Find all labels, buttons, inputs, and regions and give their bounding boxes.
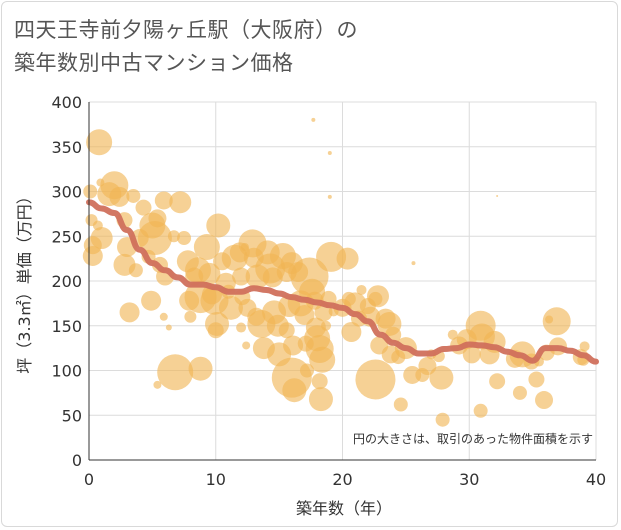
bubble-point <box>242 341 251 350</box>
bubble-point <box>278 322 295 339</box>
bubble-point <box>356 284 367 295</box>
bubble-point <box>109 186 130 207</box>
x-tick-label: 20 <box>332 470 352 489</box>
title-line-1: 四天王寺前夕陽ヶ丘駅（大阪府）の <box>14 18 358 42</box>
bubble-point <box>321 320 332 331</box>
bubble-point <box>154 191 173 210</box>
bubble-point <box>141 290 162 311</box>
bubble-point <box>489 373 506 390</box>
bubble-point <box>206 213 231 238</box>
bubble-point <box>126 188 141 203</box>
bubble-point <box>528 371 545 388</box>
bubble-point <box>403 365 422 384</box>
bubble-point <box>429 365 454 390</box>
bubble-point <box>177 231 192 246</box>
bubble-point <box>496 194 499 197</box>
bubble-point <box>327 194 332 199</box>
bubble-point <box>579 341 590 352</box>
y-tick-label: 0 <box>72 451 82 470</box>
y-axis-label: 坪（3.3㎡）単価（万円） <box>15 188 34 373</box>
bubble-point <box>137 221 172 256</box>
x-tick-label: 10 <box>206 470 226 489</box>
bubble-point <box>167 230 180 243</box>
x-axis-label: 築年数（年） <box>296 499 392 518</box>
bubble-point <box>207 322 224 339</box>
bubble-point <box>82 245 103 266</box>
bubble-point <box>282 378 307 403</box>
bubble-point <box>309 346 336 373</box>
bubble-point <box>355 359 396 400</box>
bubble-point <box>308 387 333 412</box>
bubble-point <box>86 129 113 156</box>
bubble-point <box>236 322 247 333</box>
bubble-point <box>193 233 220 260</box>
x-tick-label: 40 <box>586 470 606 489</box>
bubble-point <box>153 380 162 389</box>
size-note: 円の大きさは、取引のあった物件面積を示す <box>353 431 593 446</box>
bubble-point <box>119 302 140 323</box>
bubble-point <box>462 345 481 364</box>
x-tick-label: 0 <box>84 470 94 489</box>
bubble-point <box>128 263 143 278</box>
bubble-point <box>159 312 168 321</box>
bubble-point <box>188 356 213 381</box>
bubble-series <box>82 117 590 427</box>
bubble-point <box>148 209 167 228</box>
bubble-point <box>90 227 113 250</box>
bubble-point <box>198 262 221 285</box>
trend-line <box>86 199 599 365</box>
y-tick-label: 150 <box>51 317 82 336</box>
bubble-point <box>336 247 359 270</box>
y-tick-label: 250 <box>51 227 82 246</box>
tick-labels: 0 50 100 150 200 250 300 350 400 0 10 20 30 40 <box>51 93 606 489</box>
y-tick-label: 300 <box>51 183 82 202</box>
bubble-point <box>447 329 458 340</box>
y-tick-label: 50 <box>62 406 82 425</box>
bubble-point <box>393 397 408 412</box>
y-tick-label: 400 <box>51 93 82 112</box>
y-tick-label: 350 <box>51 138 82 157</box>
bubble-point <box>311 117 316 122</box>
bubble-point <box>366 285 389 308</box>
bubble-point <box>512 385 527 400</box>
y-tick-label: 100 <box>51 362 82 381</box>
bubble-point <box>341 322 362 343</box>
bubble-point <box>92 220 103 231</box>
bubble-point <box>232 267 251 286</box>
bubble-point <box>300 363 315 378</box>
grid-lines <box>89 101 597 460</box>
chart-title: 四天王寺前夕陽ヶ丘駅（大阪府）の 築年数別中古マンション価格 <box>14 14 574 80</box>
bubble-point <box>283 335 304 356</box>
bubble-point <box>169 191 192 214</box>
bubble-point <box>135 199 152 216</box>
bubble-point <box>165 324 172 331</box>
bubble-point <box>327 151 332 156</box>
y-tick-label: 200 <box>51 272 82 291</box>
x-tick-label: 30 <box>459 470 479 489</box>
bubble-point <box>535 391 554 410</box>
bubble-point <box>435 412 450 427</box>
title-line-2: 築年数別中古マンション価格 <box>14 51 294 75</box>
bubble-point <box>473 403 488 418</box>
bubble-point <box>157 354 194 391</box>
bubble-point <box>184 310 197 323</box>
bubble-point <box>83 184 98 199</box>
bubble-point <box>411 261 416 266</box>
bubble-point <box>542 307 571 336</box>
bubble-point <box>311 373 328 390</box>
